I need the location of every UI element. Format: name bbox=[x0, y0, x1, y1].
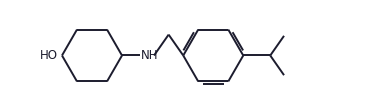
Text: HO: HO bbox=[40, 49, 58, 62]
Text: NH: NH bbox=[141, 49, 158, 62]
